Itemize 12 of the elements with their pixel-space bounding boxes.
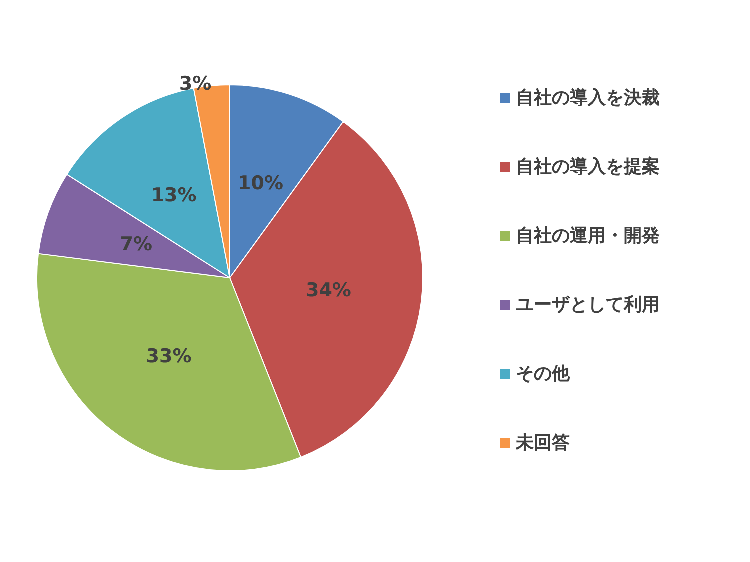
legend-label: 自社の導入を決裁 — [516, 88, 660, 108]
legend-label: その他 — [516, 364, 571, 384]
data-label: 34% — [306, 279, 352, 302]
data-label: 3% — [179, 72, 212, 95]
data-label: 33% — [146, 346, 192, 368]
data-label: 7% — [120, 233, 153, 256]
legend-label: 未回答 — [515, 432, 570, 454]
legend-label: ユーザとして利用 — [516, 294, 660, 316]
legend-label: 自社の導入を提案 — [516, 156, 660, 178]
data-label: 13% — [151, 184, 197, 207]
data-label: 10% — [238, 172, 284, 194]
legend-label: 自社の運用・開発 — [516, 226, 660, 246]
